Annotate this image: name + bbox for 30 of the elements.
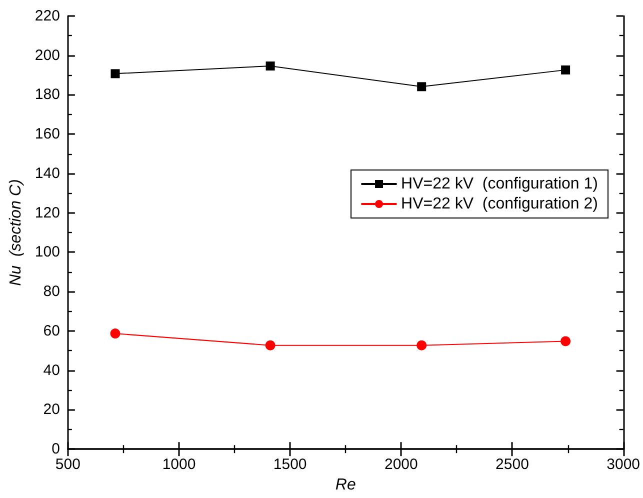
point [110, 69, 120, 78]
y-tick-label: 220 [34, 8, 60, 24]
y-tick-label: 60 [43, 322, 60, 340]
y-axis-title: Nu (section C) [8, 179, 24, 286]
point [266, 62, 275, 71]
y-tick-label: 100 [34, 244, 60, 261]
point [560, 336, 571, 346]
x-tick-label: 3000 [606, 456, 640, 474]
y-tick-label: 140 [34, 164, 60, 182]
y-tick-label: 40 [43, 362, 60, 379]
y-tick-label: 120 [34, 204, 60, 222]
y-tick-label: 160 [34, 126, 60, 143]
x-tick-label: 2000 [384, 456, 418, 474]
point [110, 328, 120, 339]
point [561, 65, 570, 74]
x-tick-label: 500 [55, 456, 80, 474]
x-axis-title: Re [335, 476, 356, 494]
y-tick-label: 20 [43, 401, 60, 418]
y-tick-label: 80 [43, 283, 60, 300]
y-tick-label: 0 [52, 440, 60, 458]
x-tick-label: 2500 [496, 456, 529, 474]
legend-label: HV=22 kV (configuration 2) [401, 196, 598, 212]
point [416, 340, 427, 350]
point [417, 82, 426, 92]
point [265, 340, 276, 350]
x-tick-label: 1500 [273, 456, 307, 474]
y-tick-label: 180 [34, 86, 60, 104]
y-tick-label: 200 [34, 46, 60, 64]
legend-label: HV=22 kV (configuration 1) [401, 176, 598, 192]
x-tick-label: 1000 [162, 456, 196, 474]
